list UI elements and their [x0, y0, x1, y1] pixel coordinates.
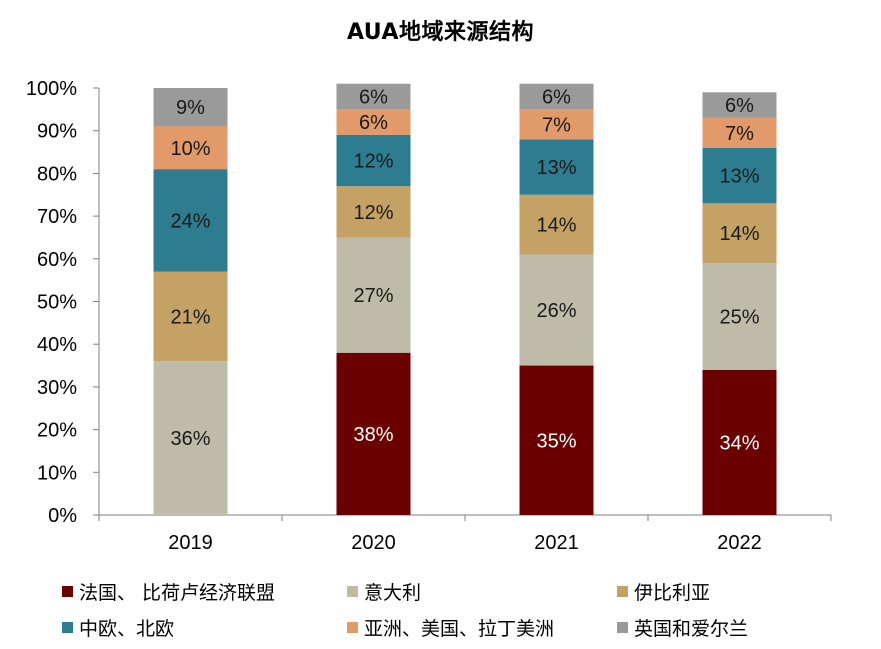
y-tick-label: 40%	[37, 334, 77, 356]
data-label: 6%	[725, 95, 754, 117]
data-label: 6%	[359, 87, 388, 109]
legend-item: 意大利	[347, 578, 421, 604]
bar-segment	[519, 83, 594, 110]
y-tick-label: 70%	[37, 206, 77, 228]
data-label: 7%	[725, 123, 754, 145]
y-tick-label: 100%	[26, 78, 77, 100]
bar-segment	[336, 352, 411, 515]
legend-swatch	[62, 621, 73, 633]
legend-label: 亚洲、美国、拉丁美洲	[364, 617, 555, 640]
bar-segment	[519, 194, 594, 255]
bar-segment	[153, 88, 228, 127]
data-label: 35%	[536, 430, 576, 452]
bar-segment	[702, 147, 777, 204]
legend-label: 意大利	[364, 581, 422, 604]
bar-segment	[702, 117, 777, 148]
bar-segment	[519, 109, 594, 140]
data-label: 36%	[170, 428, 210, 450]
x-tick-label: 2019	[168, 532, 213, 554]
data-label: 13%	[719, 166, 759, 188]
data-label: 12%	[353, 202, 393, 224]
bar-segment	[336, 237, 411, 353]
data-label: 13%	[536, 157, 576, 179]
bar-segment	[336, 109, 411, 135]
x-tick-label: 2021	[534, 532, 579, 554]
data-label: 21%	[170, 306, 210, 328]
bar-segment	[702, 263, 777, 370]
bar-segment	[519, 254, 594, 366]
legend-swatch	[617, 585, 628, 597]
data-label: 14%	[536, 215, 576, 237]
x-tick-label: 2020	[351, 532, 396, 554]
bar-segment	[153, 169, 228, 272]
bar-segment	[153, 361, 228, 515]
y-tick-label: 80%	[37, 163, 77, 185]
bar-segment	[336, 83, 411, 110]
legend-label: 中欧、北欧	[79, 617, 175, 640]
data-label: 6%	[359, 112, 388, 134]
data-label: 24%	[170, 210, 210, 232]
x-tick-label: 2022	[717, 532, 762, 554]
legend-swatch	[347, 621, 358, 633]
legend-swatch	[617, 621, 628, 633]
legend-item: 伊比利亚	[617, 578, 710, 604]
data-label: 12%	[353, 151, 393, 173]
bar-segment	[153, 126, 228, 170]
y-tick-label: 0%	[48, 505, 77, 527]
chart-title: AUA地域来源结构	[346, 20, 535, 45]
legend-item: 亚洲、美国、拉丁美洲	[347, 614, 554, 640]
bar-segment	[702, 369, 777, 515]
data-label: 34%	[719, 432, 759, 454]
y-tick-label: 10%	[37, 462, 77, 484]
bar-segment	[153, 271, 228, 362]
data-label: 7%	[542, 114, 571, 136]
data-label: 6%	[542, 87, 571, 109]
legend-swatch	[62, 585, 73, 597]
bar-segment	[336, 186, 411, 238]
y-tick-label: 90%	[37, 121, 77, 143]
bar-segment	[519, 365, 594, 515]
legend-label: 英国和爱尔兰	[634, 617, 749, 640]
data-label: 27%	[353, 285, 393, 307]
data-label: 25%	[719, 306, 759, 328]
data-label: 26%	[536, 300, 576, 322]
legend-item: 法国、 比荷卢经济联盟	[62, 578, 275, 604]
y-tick-label: 30%	[37, 377, 77, 399]
bar-segment	[336, 134, 411, 187]
legend-swatch	[347, 585, 358, 597]
bar-segment	[519, 139, 594, 195]
y-tick-label: 50%	[37, 292, 77, 314]
bar-segment	[702, 203, 777, 264]
legend-label: 法国、 比荷卢经济联盟	[79, 581, 276, 604]
data-label: 9%	[176, 97, 205, 119]
legend-item: 中欧、北欧	[62, 614, 174, 640]
legend-item: 英国和爱尔兰	[617, 614, 748, 640]
data-label: 14%	[719, 223, 759, 245]
bar-segment	[702, 92, 777, 118]
y-tick-label: 20%	[37, 420, 77, 442]
data-label: 10%	[170, 138, 210, 160]
legend-label: 伊比利亚	[634, 581, 711, 604]
data-label: 38%	[353, 424, 393, 446]
y-tick-label: 60%	[37, 249, 77, 271]
